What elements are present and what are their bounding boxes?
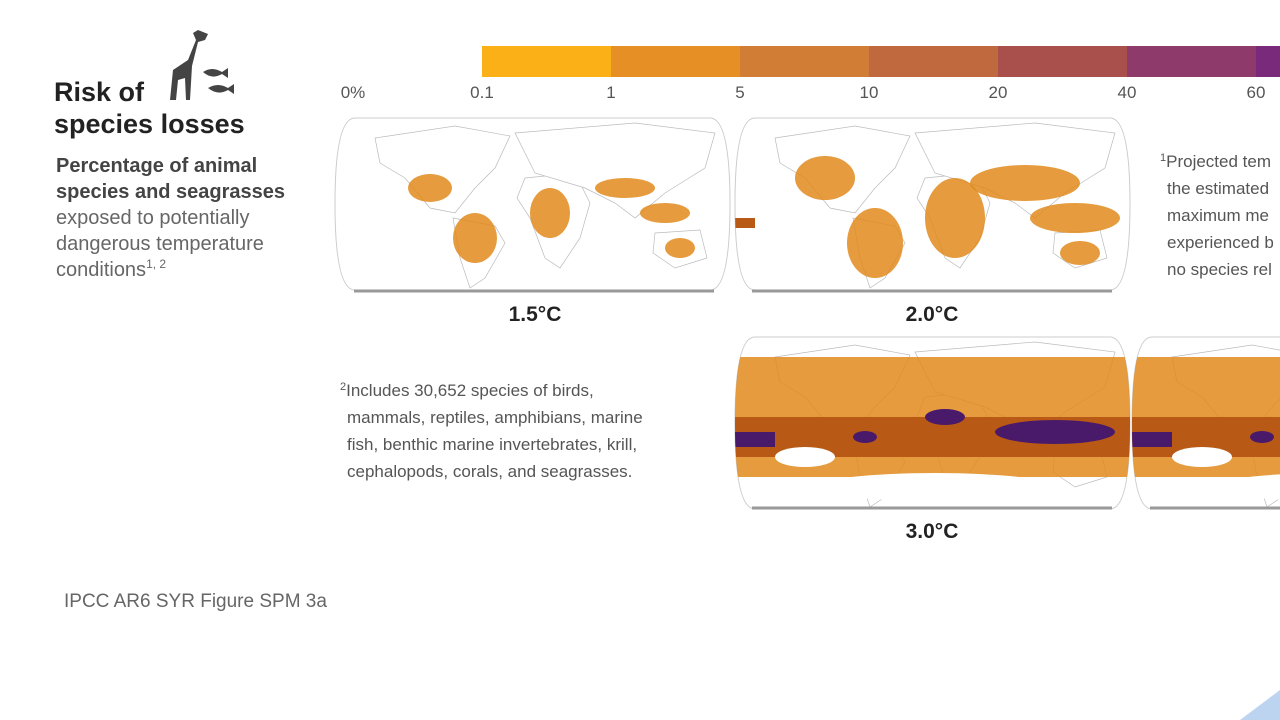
footnote-line: fish, benthic marine invertebrates, kril… [347, 435, 637, 454]
subtitle-line: Percentage of animal [56, 155, 257, 177]
subtitle-line: species and seagrasses [56, 181, 285, 203]
map [735, 118, 1130, 290]
scale-segment [1127, 46, 1256, 77]
footnote-line: no species rel [1167, 260, 1272, 279]
scale-label: 0.1 [470, 83, 494, 102]
subtitle-line: conditions1, 2 [56, 257, 166, 281]
scale-segment [998, 46, 1127, 77]
scale-label: 20 [989, 83, 1008, 102]
scale-label: 60 [1247, 83, 1266, 102]
title-line: species losses [54, 109, 245, 139]
map-label: 2.0°C [906, 303, 959, 326]
source: IPCC AR6 SYR Figure SPM 3a [64, 591, 327, 612]
scale-segment [353, 46, 482, 77]
scale-segment [740, 46, 869, 77]
subtitle: Percentage of animal species and seagras… [56, 155, 285, 281]
map-partial [1132, 337, 1280, 509]
footnote-2: 2Includes 30,652 species of birds, mamma… [340, 381, 643, 481]
footnote-1: 1Projected tem the estimated maximum me … [1160, 152, 1274, 279]
scale-segment [611, 46, 740, 77]
note-mark: 1, 2 [146, 257, 166, 271]
map-label: 1.5°C [509, 303, 562, 326]
footnote-line: 1Projected tem [1160, 152, 1271, 171]
footnote-line: mammals, reptiles, amphibians, marine [347, 408, 643, 427]
scale-segment [1256, 46, 1280, 77]
corner-decoration [1240, 690, 1280, 720]
footnote-text: Includes 30,652 species of birds, [346, 381, 594, 400]
scale-label: 5 [735, 83, 744, 102]
scale-label: 40 [1118, 83, 1137, 102]
scale-label: 10 [860, 83, 879, 102]
scale-label: 1 [606, 83, 615, 102]
footnote-line: cephalopods, corals, and seagrasses. [347, 462, 632, 481]
footnote-line: maximum me [1167, 206, 1269, 225]
footnote-text: Projected tem [1166, 152, 1271, 171]
scale-label: 0% [341, 83, 366, 102]
scale-segment [869, 46, 998, 77]
scale-segment [482, 46, 611, 77]
footnote-line: experienced b [1167, 233, 1274, 252]
subtitle-line: exposed to potentially [56, 207, 249, 229]
title-line: Risk of [54, 77, 145, 107]
giraffe-icon [170, 30, 234, 100]
map-label: 3.0°C [906, 520, 959, 543]
map [735, 337, 1130, 509]
note-mark: 2 [340, 381, 346, 393]
title: Risk of species losses [54, 77, 245, 139]
map [335, 118, 730, 290]
subtitle-text: conditions [56, 259, 146, 281]
subtitle-line: dangerous temperature [56, 233, 264, 255]
note-mark: 1 [1160, 152, 1166, 164]
footnote-line: 2Includes 30,652 species of birds, [340, 381, 594, 400]
color-scale: 0% 0.1 1 5 10 20 40 60 [341, 46, 1280, 102]
footnote-line: the estimated [1167, 179, 1269, 198]
